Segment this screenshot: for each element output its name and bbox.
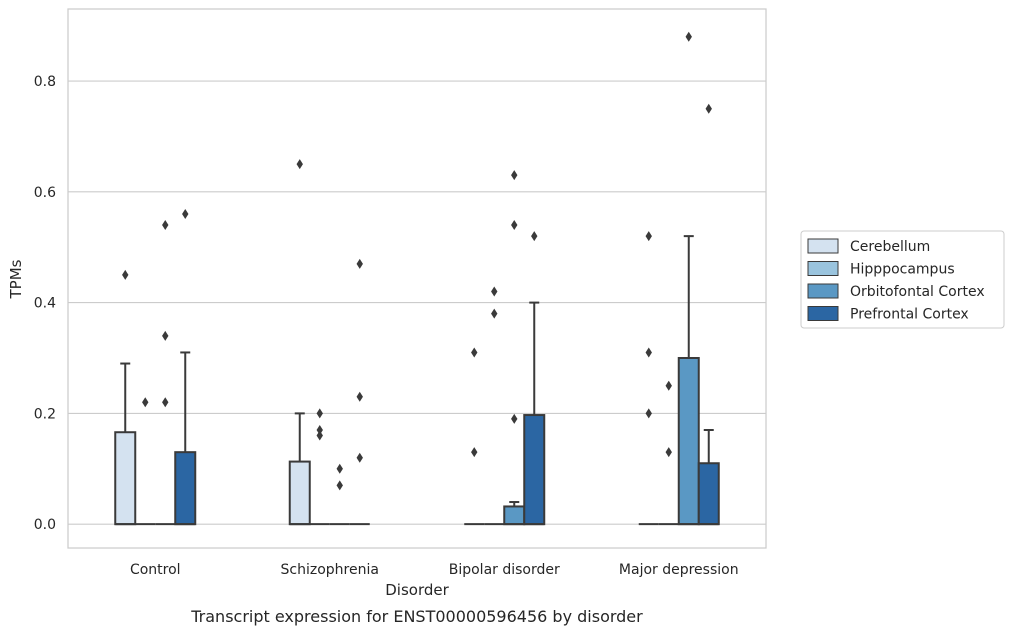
outlier-point [491, 286, 498, 297]
y-tick-label: 0.4 [34, 296, 56, 312]
outlier-point [665, 380, 672, 391]
outlier-point [645, 408, 652, 419]
outlier-point [471, 447, 478, 458]
outlier-point [316, 425, 323, 436]
outlier-point [471, 347, 478, 358]
x-tick-label: Control [130, 562, 181, 578]
outlier-point [336, 463, 343, 474]
y-tick-label: 0.2 [34, 406, 56, 422]
x-axis-ticks: Control Schizophrenia Bipolar disorder Majo… [130, 562, 739, 578]
outlier-point [162, 220, 169, 231]
x-tick-label: Bipolar disorder [449, 562, 560, 578]
box-group [464, 347, 485, 526]
outlier-point [705, 103, 712, 114]
legend-swatch [807, 283, 839, 299]
legend-swatch [807, 238, 839, 254]
chart-caption: Transcript expression for ENST0000059645… [190, 607, 643, 626]
box-group [329, 463, 350, 526]
y-tick-label: 0.0 [34, 517, 56, 533]
outlier-point [511, 413, 518, 424]
box-group [697, 103, 720, 526]
legend-frame [800, 230, 1005, 329]
box-body [677, 356, 700, 526]
outlier-point [296, 159, 303, 170]
box-body [174, 451, 197, 526]
box-group [523, 231, 546, 526]
x-tick-label: Schizophrenia [281, 562, 379, 578]
outlier-point [356, 391, 363, 402]
legend-swatch [807, 261, 839, 276]
box-body [503, 505, 526, 526]
y-tick-label: 0.6 [34, 185, 56, 201]
outlier-point [531, 231, 538, 242]
box-group [658, 380, 679, 526]
box-group [288, 159, 311, 526]
box-group [638, 231, 659, 526]
plot-area-frame [67, 8, 767, 549]
outlier-point [336, 480, 343, 491]
box-group [114, 269, 137, 526]
y-tick-label: 0.8 [34, 74, 56, 90]
outlier-point [162, 397, 169, 408]
outlier-point [491, 308, 498, 319]
outlier-point [122, 269, 129, 280]
outlier-point [685, 31, 692, 42]
outlier-point [356, 258, 363, 269]
outlier-point [182, 208, 189, 219]
outlier-point [645, 231, 652, 242]
x-axis-label: Disorder [385, 581, 449, 599]
box-series [114, 31, 720, 526]
x-tick-label: Major depression [619, 562, 739, 578]
legend: Cerebellum Hipppocampus Orbitofontal Corte… [800, 230, 1005, 329]
box-group [309, 408, 330, 526]
legend-entry: Orbitofontal Cortex [850, 284, 985, 300]
outlier-point [316, 430, 323, 441]
box-body [523, 414, 546, 526]
outlier-point [511, 170, 518, 181]
box-group [677, 31, 700, 526]
outlier-point [142, 397, 149, 408]
box-body [114, 431, 137, 526]
outlier-point [665, 447, 672, 458]
outlier-point [316, 408, 323, 419]
box-group [349, 258, 370, 526]
box-group [174, 208, 197, 526]
y-axis-ticks: 0.0 0.2 0.4 0.6 0.8 [34, 74, 56, 533]
legend-entry: Cerebellum [850, 239, 930, 255]
outlier-point [356, 452, 363, 463]
y-axis-label: TPMs [7, 259, 25, 299]
box-group [155, 220, 176, 526]
box-body [697, 462, 720, 526]
outlier-point [645, 347, 652, 358]
outlier-point [511, 220, 518, 231]
outlier-point [162, 330, 169, 341]
box-group [135, 397, 156, 526]
box-body [288, 460, 311, 526]
legend-swatch [807, 306, 839, 321]
grid-lines [68, 80, 766, 525]
box-group [503, 170, 526, 526]
box-group [484, 286, 505, 526]
legend-entry: Prefrontal Cortex [850, 307, 969, 323]
legend-entry: Hipppocampus [850, 262, 955, 278]
